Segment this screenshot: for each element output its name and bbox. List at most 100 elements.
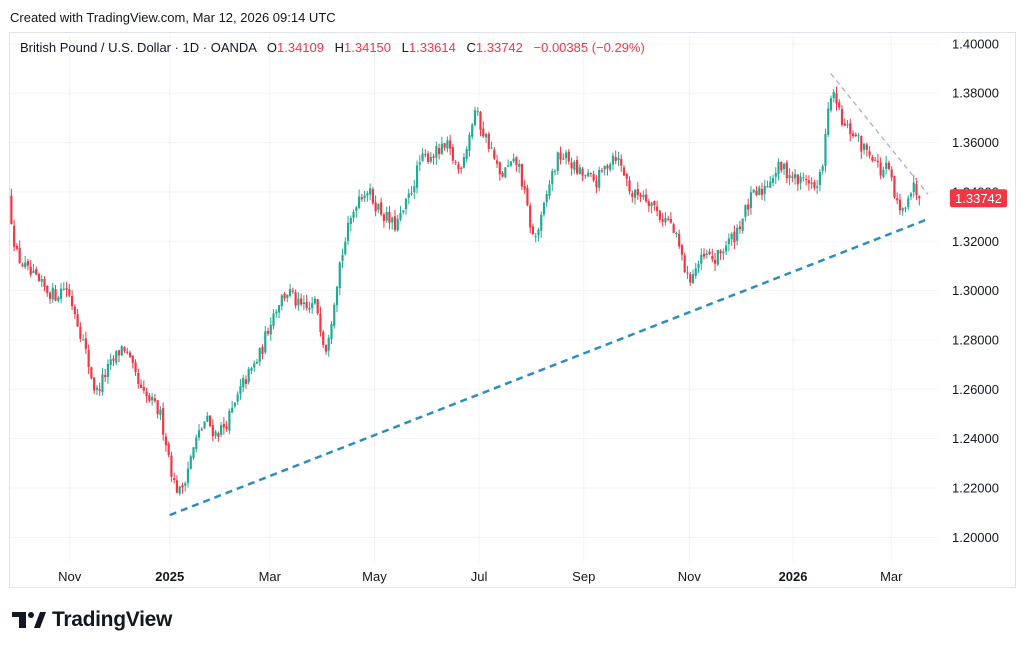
tradingview-logo-icon <box>12 612 46 628</box>
candle-body <box>501 173 504 177</box>
candle-body <box>382 214 386 222</box>
candle-body <box>170 455 173 477</box>
candle-body <box>584 174 587 176</box>
candle-body <box>567 151 570 162</box>
candle-body <box>18 247 21 263</box>
candle-body <box>330 324 333 340</box>
y-tick-label: 1.26000 <box>952 382 999 397</box>
candle-body <box>509 161 512 166</box>
candle-body <box>893 176 896 198</box>
candle-body <box>402 210 405 213</box>
chart-frame[interactable] <box>9 32 1016 588</box>
candle-body <box>766 186 769 188</box>
candle-body <box>827 108 830 135</box>
candle-body <box>344 241 347 255</box>
candle-body <box>208 415 212 426</box>
candle-body <box>68 289 71 296</box>
candle-body <box>346 222 350 241</box>
candle-body <box>686 272 689 274</box>
candle-body <box>313 298 317 304</box>
y-axis: 1.20000 1.22000 1.24000 1.26000 1.28000 1.300… <box>952 36 999 544</box>
tradingview-logo[interactable]: TradingView <box>12 608 172 632</box>
candle-body <box>454 161 457 163</box>
candle-body <box>876 160 879 163</box>
resistance-trendline <box>830 73 929 195</box>
x-tick-label: Mar <box>880 569 903 584</box>
candle-body <box>10 195 13 225</box>
candle-body <box>148 395 151 401</box>
candle-body <box>788 174 791 179</box>
y-tick-label: 1.38000 <box>952 86 999 101</box>
candle-body <box>421 153 424 161</box>
candle-body <box>84 338 87 349</box>
candle-body <box>553 171 557 173</box>
candle-body <box>658 211 661 220</box>
candle-body <box>90 367 93 379</box>
candle-body <box>912 182 915 192</box>
candle-body <box>385 212 388 221</box>
price-chart[interactable]: 1.20000 1.22000 1.24000 1.26000 1.28000 1.300… <box>0 0 1024 600</box>
candle-body <box>255 361 259 364</box>
candle-body <box>874 159 877 161</box>
candle-body <box>131 355 134 363</box>
candle-body <box>264 331 267 353</box>
y-tick-label: 1.32000 <box>952 234 999 249</box>
candle-body <box>545 194 548 202</box>
candle-body <box>407 193 410 198</box>
candle-body <box>713 259 717 264</box>
candle-body <box>611 155 615 165</box>
y-tick-label: 1.36000 <box>952 135 999 150</box>
candle-body <box>460 167 463 169</box>
candle-body <box>137 373 140 385</box>
candle-body <box>134 362 137 373</box>
candle-body <box>468 135 471 151</box>
candle-body <box>76 314 79 327</box>
x-tick-label: Nov <box>678 569 702 584</box>
candle-body <box>733 231 736 243</box>
candle-body <box>15 245 18 249</box>
candle-body <box>570 162 573 169</box>
candle-body <box>261 346 264 354</box>
candle-body <box>675 233 678 235</box>
high-label: H <box>334 40 345 55</box>
x-tick-label: Jul <box>471 569 488 584</box>
symbol-title[interactable]: British Pound / U.S. Dollar · 1D · OANDA <box>20 40 257 55</box>
candle-body <box>363 195 366 199</box>
candle-body <box>793 174 797 179</box>
high-value: 1.34150 <box>344 40 392 55</box>
candle-body <box>595 180 598 188</box>
candle-body <box>128 352 132 358</box>
candle-body <box>355 207 358 211</box>
candle-body <box>236 394 239 402</box>
candle-body <box>857 135 860 137</box>
candle-body <box>683 255 686 273</box>
candle-body <box>247 369 250 383</box>
candle-body <box>667 218 670 220</box>
candle-body <box>217 433 220 437</box>
candle-body <box>573 161 576 170</box>
candle-body <box>697 263 700 269</box>
candle-body <box>29 266 32 275</box>
candle-body <box>821 166 824 171</box>
candle-body <box>184 483 187 486</box>
candle-body <box>104 375 107 378</box>
candle-body <box>366 193 369 196</box>
candle-body <box>636 189 639 196</box>
candle-body <box>838 102 841 108</box>
x-tick-label: 2025 <box>155 569 184 584</box>
close-value: 1.33742 <box>475 40 523 55</box>
candle-body <box>195 437 198 449</box>
candle-body <box>851 133 855 137</box>
candle-body <box>275 311 278 314</box>
candle-body <box>186 468 190 484</box>
candle-body <box>457 164 460 170</box>
x-tick-label: Nov <box>58 569 82 584</box>
candle-body <box>653 200 656 206</box>
candle-body <box>725 245 728 252</box>
candle-body <box>622 167 626 176</box>
candle-body <box>727 238 730 245</box>
candle-body <box>901 208 904 211</box>
candle-body <box>319 313 322 332</box>
candle-body <box>816 186 819 188</box>
candle-body <box>305 302 308 309</box>
